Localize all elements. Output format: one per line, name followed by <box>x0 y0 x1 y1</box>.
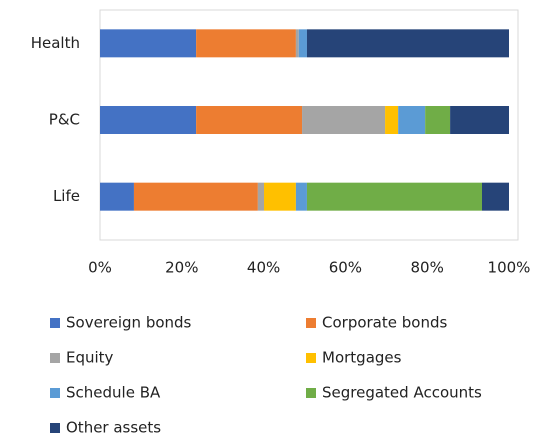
bar-segment <box>133 182 258 211</box>
legend-label: Sovereign bonds <box>66 314 192 332</box>
bar-segment <box>450 106 509 134</box>
legend-swatch <box>50 318 60 328</box>
legend-label: Segregated Accounts <box>322 384 482 402</box>
legend-label: Equity <box>66 349 114 367</box>
bar-segment <box>482 182 509 211</box>
x-tick-label: 40% <box>247 259 280 277</box>
legend-label: Schedule BA <box>66 384 161 402</box>
y-tick-label: Life <box>53 187 80 205</box>
bar-segment <box>295 182 307 211</box>
x-tick-label: 20% <box>165 259 198 277</box>
bar-segment <box>264 182 296 211</box>
bar-segment <box>302 106 386 134</box>
bar-segment <box>385 106 399 134</box>
x-tick-label: 0% <box>88 259 112 277</box>
x-tick-label: 60% <box>329 259 362 277</box>
bar-segment <box>306 182 483 211</box>
legend-swatch <box>50 423 60 433</box>
bar-segment <box>295 29 299 58</box>
legend-swatch <box>306 353 316 363</box>
bar-segment <box>100 106 197 134</box>
y-tick-label: Health <box>31 34 80 52</box>
bar-segment <box>306 29 509 58</box>
legend-label: Corporate bonds <box>322 314 447 332</box>
legend-label: Mortgages <box>322 349 402 367</box>
bar-segment <box>298 29 307 58</box>
y-tick-label: P&C <box>49 111 80 129</box>
bar-segment <box>257 182 265 211</box>
legend-swatch <box>306 318 316 328</box>
bar-segment <box>196 29 296 58</box>
bar-segment <box>100 182 134 211</box>
legend-label: Other assets <box>66 419 161 437</box>
legend-swatch <box>306 388 316 398</box>
x-tick-label: 100% <box>488 259 531 277</box>
bar-segment <box>398 106 426 134</box>
bar-segment <box>425 106 451 134</box>
legend-swatch <box>50 353 60 363</box>
bar-segment <box>196 106 303 134</box>
bar-segment <box>100 29 197 58</box>
legend-swatch <box>50 388 60 398</box>
x-tick-label: 80% <box>411 259 444 277</box>
